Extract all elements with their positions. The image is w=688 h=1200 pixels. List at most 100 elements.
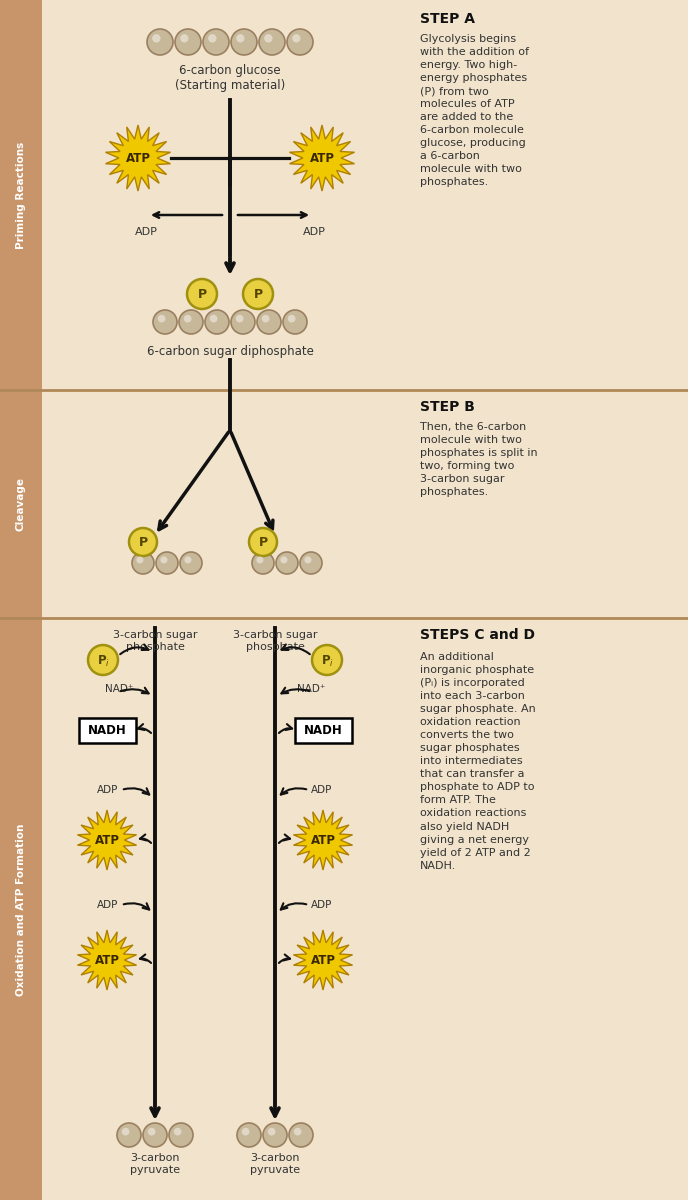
Circle shape — [160, 557, 167, 564]
Circle shape — [276, 552, 298, 574]
FancyArrowPatch shape — [281, 788, 306, 794]
Circle shape — [268, 1128, 275, 1135]
Circle shape — [117, 1123, 141, 1147]
FancyArrowPatch shape — [124, 788, 149, 794]
Circle shape — [158, 314, 166, 323]
Circle shape — [287, 29, 313, 55]
Circle shape — [143, 1123, 167, 1147]
Text: NAD⁺: NAD⁺ — [105, 684, 133, 694]
Text: ATP: ATP — [94, 834, 120, 847]
Polygon shape — [294, 810, 352, 870]
Circle shape — [236, 34, 244, 42]
Circle shape — [153, 310, 177, 334]
FancyArrowPatch shape — [281, 904, 306, 910]
Circle shape — [249, 528, 277, 556]
Text: ATP: ATP — [310, 152, 334, 166]
Circle shape — [122, 1128, 129, 1135]
Text: Priming Reactions: Priming Reactions — [16, 142, 26, 248]
FancyBboxPatch shape — [294, 718, 352, 743]
Circle shape — [257, 557, 264, 564]
Text: ADP: ADP — [311, 900, 333, 910]
Text: NADH: NADH — [87, 725, 127, 738]
Circle shape — [243, 278, 273, 308]
Circle shape — [288, 314, 295, 323]
Text: Glycolysis begins
with the addition of
energy. Two high-
energy phosphates
(P) f: Glycolysis begins with the addition of e… — [420, 34, 529, 187]
Circle shape — [257, 310, 281, 334]
Circle shape — [180, 552, 202, 574]
Circle shape — [152, 34, 160, 42]
Circle shape — [187, 278, 217, 308]
Circle shape — [292, 34, 301, 42]
Text: ATP: ATP — [310, 834, 336, 847]
Circle shape — [304, 557, 312, 564]
Circle shape — [300, 552, 322, 574]
Circle shape — [184, 557, 191, 564]
FancyArrowPatch shape — [279, 954, 290, 962]
Circle shape — [259, 29, 285, 55]
Text: 3-carbon sugar
phosphate: 3-carbon sugar phosphate — [233, 630, 317, 652]
Circle shape — [263, 1123, 287, 1147]
Bar — [0, 0, 42, 1200]
Circle shape — [262, 314, 270, 323]
Circle shape — [136, 557, 143, 564]
Polygon shape — [294, 930, 352, 990]
Text: P$_i$: P$_i$ — [96, 654, 109, 668]
Circle shape — [180, 34, 189, 42]
Text: P: P — [259, 536, 268, 550]
Circle shape — [264, 34, 272, 42]
Circle shape — [241, 1128, 250, 1135]
FancyArrowPatch shape — [279, 834, 290, 842]
Text: Cleavage: Cleavage — [16, 476, 26, 530]
Circle shape — [205, 310, 229, 334]
Text: ADP: ADP — [97, 785, 119, 794]
Circle shape — [179, 310, 203, 334]
Circle shape — [132, 552, 154, 574]
Circle shape — [294, 1128, 301, 1135]
FancyArrowPatch shape — [120, 644, 149, 654]
Text: 6-carbon sugar diphosphate: 6-carbon sugar diphosphate — [147, 346, 314, 358]
Text: ADP: ADP — [311, 785, 333, 794]
Text: ATP: ATP — [125, 152, 151, 166]
FancyArrowPatch shape — [140, 834, 151, 842]
Polygon shape — [290, 125, 354, 191]
FancyBboxPatch shape — [78, 718, 136, 743]
Text: P: P — [197, 288, 206, 301]
Circle shape — [88, 646, 118, 674]
Text: P: P — [138, 536, 147, 550]
Circle shape — [252, 552, 274, 574]
FancyArrowPatch shape — [281, 644, 310, 654]
Circle shape — [156, 552, 178, 574]
Circle shape — [175, 29, 201, 55]
Circle shape — [129, 528, 157, 556]
Text: ATP: ATP — [94, 954, 120, 967]
Circle shape — [184, 314, 191, 323]
Circle shape — [312, 646, 342, 674]
Circle shape — [169, 1123, 193, 1147]
Text: P$_i$: P$_i$ — [321, 654, 334, 668]
Text: ATP: ATP — [310, 954, 336, 967]
Text: NAD⁺: NAD⁺ — [297, 684, 325, 694]
Circle shape — [210, 314, 217, 323]
Polygon shape — [105, 125, 171, 191]
FancyArrowPatch shape — [138, 724, 151, 733]
Circle shape — [281, 557, 288, 564]
Text: Then, the 6-carbon
molecule with two
phosphates is split in
two, forming two
3-c: Then, the 6-carbon molecule with two pho… — [420, 422, 537, 497]
Text: STEP A: STEP A — [420, 12, 475, 26]
Text: An additional
inorganic phosphate
(Pᵢ) is incorporated
into each 3-carbon
sugar : An additional inorganic phosphate (Pᵢ) i… — [420, 652, 536, 871]
Text: ADP: ADP — [135, 227, 158, 236]
Text: STEP B: STEP B — [420, 400, 475, 414]
Text: 3-carbon
pyruvate: 3-carbon pyruvate — [250, 1153, 300, 1175]
Text: ADP: ADP — [303, 227, 325, 236]
Circle shape — [237, 1123, 261, 1147]
Circle shape — [147, 29, 173, 55]
Text: 3-carbon sugar
phosphate: 3-carbon sugar phosphate — [113, 630, 197, 652]
Text: Oxidation and ATP Formation: Oxidation and ATP Formation — [16, 824, 26, 996]
Circle shape — [208, 34, 217, 42]
Polygon shape — [78, 810, 136, 870]
Text: 6-carbon glucose
(Starting material): 6-carbon glucose (Starting material) — [175, 64, 285, 92]
Circle shape — [231, 310, 255, 334]
FancyArrowPatch shape — [124, 904, 149, 910]
Text: P: P — [253, 288, 263, 301]
Circle shape — [174, 1128, 182, 1135]
FancyArrowPatch shape — [281, 688, 310, 694]
